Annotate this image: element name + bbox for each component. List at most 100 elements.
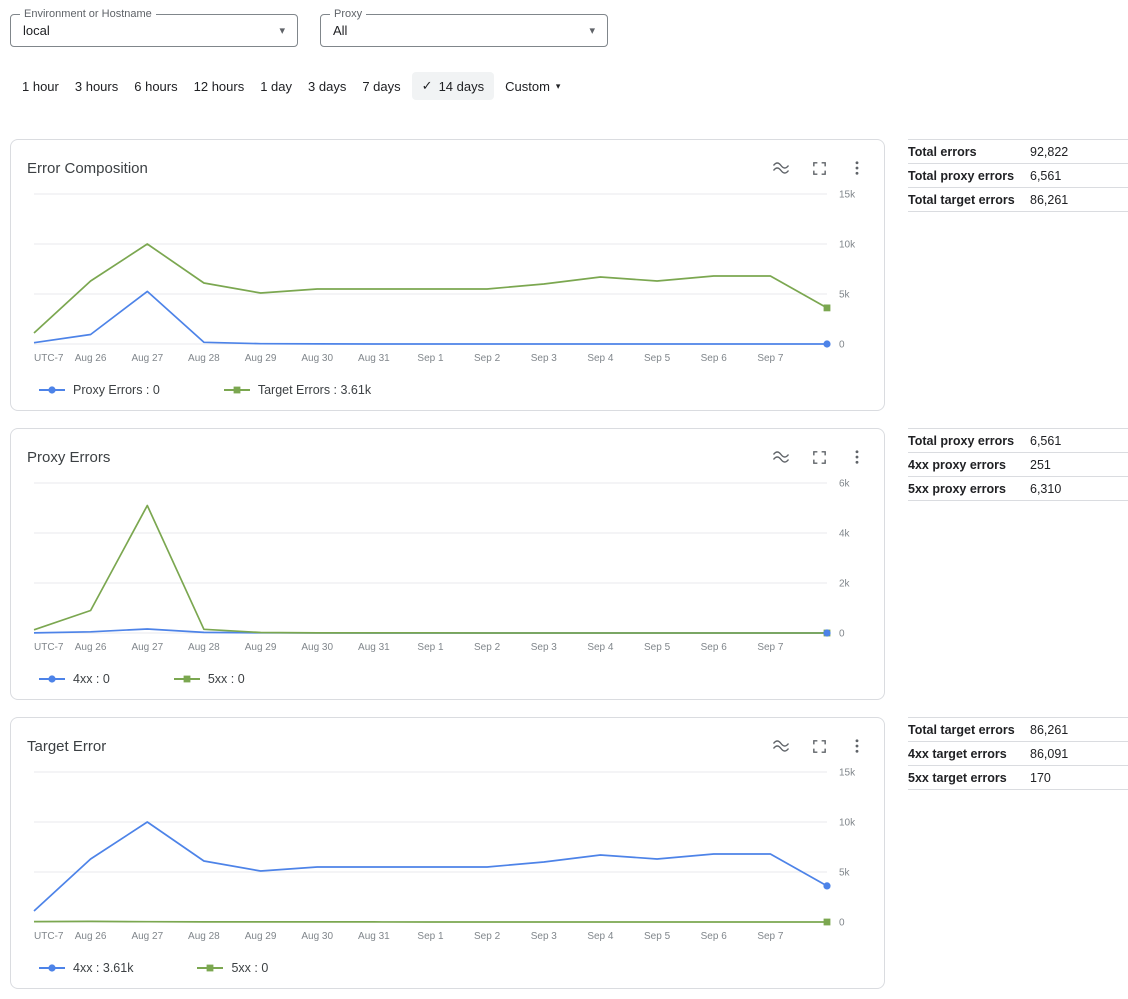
fullscreen-icon <box>812 739 826 753</box>
more-options-icon <box>855 161 859 175</box>
x-tick-label: Sep 6 <box>701 931 728 942</box>
more-options-button[interactable] <box>846 446 868 468</box>
environment-select-value: local <box>23 23 50 38</box>
x-tick-label: UTC-7 <box>34 353 64 364</box>
x-tick-label: Sep 3 <box>531 353 558 364</box>
legend-toggle-button[interactable] <box>770 157 792 179</box>
dashboard-row: Target Error 0 5k 10k 15k UTC-7 Aug 26 Aug 27 A… <box>10 717 1128 989</box>
legend-item-5xx[interactable]: 5xx : 0 <box>197 961 268 975</box>
x-tick-label: Sep 4 <box>587 353 614 364</box>
legend-marker-square <box>173 675 200 683</box>
environment-select[interactable]: Environment or Hostname local ▾ <box>10 8 298 47</box>
stats-row: Total proxy errors 6,561 <box>908 164 1128 188</box>
stats-row: 4xx proxy errors 251 <box>908 453 1128 477</box>
time-range-14-days[interactable]: ✓ 14 days <box>411 72 495 100</box>
chart-proxy-errors[interactable]: 0 2k 4k 6k UTC-7 Aug 26 Aug 27 Aug 28 Aug 29 Aug … <box>27 471 868 667</box>
y-tick-label: 15k <box>839 768 856 779</box>
x-tick-label: Aug 31 <box>358 931 390 942</box>
time-range-label: 14 days <box>438 78 485 94</box>
x-tick-label: Aug 30 <box>301 353 333 364</box>
chart-legend: Proxy Errors : 0 Target Errors : 3.61k <box>27 378 868 402</box>
legend-item-proxy-errors[interactable]: Proxy Errors : 0 <box>39 383 160 397</box>
time-range-label: 7 days <box>362 78 401 94</box>
x-tick-label: Sep 2 <box>474 931 501 942</box>
chevron-down-icon: ▾ <box>589 25 595 37</box>
legend-toggle-icon <box>772 451 790 463</box>
time-range-3-days[interactable]: 3 days <box>303 73 351 100</box>
stats-value: 6,561 <box>1030 433 1062 448</box>
legend-item-4xx[interactable]: 4xx : 0 <box>39 672 110 686</box>
time-range-12-hours[interactable]: 12 hours <box>189 73 250 100</box>
x-tick-label: UTC-7 <box>34 642 64 653</box>
card-error-composition: Error Composition 0 5k 10k 15k UTC-7 Aug 26 Au… <box>10 139 885 411</box>
filters-row: Environment or Hostname local ▾ Proxy Al… <box>10 8 1128 47</box>
x-tick-label: Sep 1 <box>417 642 444 653</box>
y-tick-label: 15k <box>839 190 856 201</box>
x-tick-label: Sep 3 <box>531 931 558 942</box>
time-range-1-day[interactable]: 1 day <box>255 73 297 100</box>
legend-item-5xx[interactable]: 5xx : 0 <box>173 672 245 686</box>
x-tick-label: Aug 27 <box>131 642 163 653</box>
y-tick-label: 0 <box>839 340 845 351</box>
time-range-3-hours[interactable]: 3 hours <box>70 73 123 100</box>
x-tick-label: Sep 1 <box>417 353 444 364</box>
legend-toggle-icon <box>772 162 790 174</box>
proxy-select[interactable]: Proxy All ▾ <box>320 8 608 47</box>
time-range-6-hours[interactable]: 6 hours <box>129 73 182 100</box>
stats-row: Total proxy errors 6,561 <box>908 429 1128 453</box>
series-end-marker-target-errors <box>823 304 831 312</box>
stats-row: 4xx target errors 86,091 <box>908 742 1128 766</box>
chart-target-error[interactable]: 0 5k 10k 15k UTC-7 Aug 26 Aug 27 Aug 28 Aug 29 Au… <box>27 760 868 956</box>
y-tick-label: 10k <box>839 818 856 829</box>
x-tick-label: Sep 5 <box>644 353 671 364</box>
x-tick-label: Aug 30 <box>301 642 333 653</box>
more-options-icon <box>855 739 859 753</box>
time-range-1-hour[interactable]: 1 hour <box>17 73 64 100</box>
time-range-label: 6 hours <box>134 78 178 94</box>
legend-item-target-errors[interactable]: Target Errors : 3.61k <box>223 383 371 397</box>
x-tick-label: Aug 30 <box>301 931 333 942</box>
legend-toggle-button[interactable] <box>770 735 792 757</box>
more-options-button[interactable] <box>846 735 868 757</box>
fullscreen-button[interactable] <box>808 157 830 179</box>
more-options-button[interactable] <box>846 157 868 179</box>
stats-row: 5xx proxy errors 6,310 <box>908 477 1128 501</box>
time-range-label: 3 days <box>308 78 347 94</box>
stats-row: Total target errors 86,261 <box>908 188 1128 212</box>
stats-value: 170 <box>1030 770 1051 785</box>
checkmark-icon: ✓ <box>421 78 433 93</box>
chevron-down-icon: ▾ <box>279 25 285 37</box>
legend-marker-circle <box>39 675 65 683</box>
stats-value: 86,091 <box>1030 746 1069 761</box>
time-range-label: 12 hours <box>193 78 245 94</box>
chart-error-composition[interactable]: 0 5k 10k 15k UTC-7 Aug 26 Aug 27 Aug 28 Aug 29 Au… <box>27 182 868 378</box>
x-tick-label: Aug 31 <box>358 353 390 364</box>
series-end-marker-5xx <box>823 918 831 926</box>
y-tick-label: 10k <box>839 240 856 251</box>
legend-label: Proxy Errors : 0 <box>73 383 160 397</box>
time-range-label: Custom <box>505 78 550 94</box>
x-tick-label: Aug 27 <box>131 353 163 364</box>
x-tick-label: Sep 6 <box>701 642 728 653</box>
x-tick-label: UTC-7 <box>34 931 64 942</box>
fullscreen-button[interactable] <box>808 446 830 468</box>
fullscreen-icon <box>812 161 826 175</box>
chart-legend: 4xx : 0 5xx : 0 <box>27 667 868 691</box>
time-range-custom[interactable]: Custom ▾ <box>500 73 565 100</box>
stats-value: 86,261 <box>1030 192 1069 207</box>
series-line-5xx <box>33 920 827 923</box>
x-tick-label: Sep 4 <box>587 931 614 942</box>
x-tick-label: Sep 5 <box>644 642 671 653</box>
time-range-label: 1 hour <box>22 78 59 94</box>
stats-row: 5xx target errors 170 <box>908 766 1128 790</box>
legend-item-4xx[interactable]: 4xx : 3.61k <box>39 961 133 975</box>
stats-label: 5xx target errors <box>908 770 1007 785</box>
legend-toggle-icon <box>772 740 790 752</box>
card-actions <box>770 735 868 757</box>
legend-toggle-button[interactable] <box>770 446 792 468</box>
stats-table-proxy-errors: Total proxy errors 6,561 4xx proxy error… <box>908 428 1128 501</box>
time-range-7-days[interactable]: 7 days <box>357 73 405 100</box>
fullscreen-button[interactable] <box>808 735 830 757</box>
card-target-error: Target Error 0 5k 10k 15k UTC-7 Aug 26 Aug 27 A… <box>10 717 885 989</box>
stats-value: 6,561 <box>1030 168 1062 183</box>
